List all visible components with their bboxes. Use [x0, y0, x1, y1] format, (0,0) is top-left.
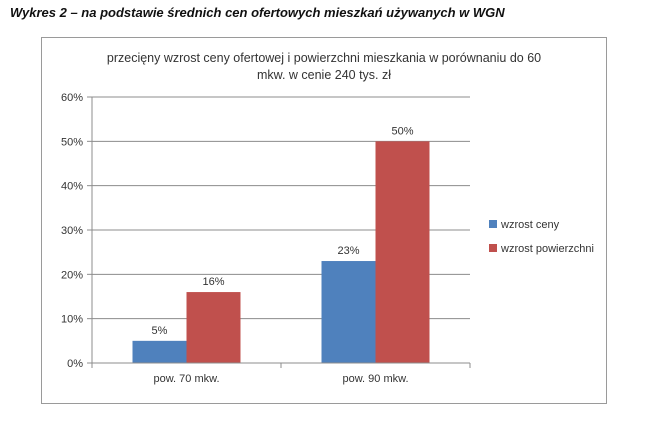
x-tick-label: pow. 90 mkw.: [342, 373, 408, 385]
legend-label: wzrost powierzchni: [500, 243, 594, 255]
bar-chart: przecięny wzrost ceny ofertowej i powier…: [61, 51, 594, 385]
bar: [321, 261, 376, 363]
data-label: 50%: [391, 125, 413, 137]
y-tick-label: 30%: [61, 225, 83, 237]
data-label: 5%: [152, 325, 168, 337]
y-axis-tick-labels: 0% 10% 20% 30% 40% 50% 60%: [61, 92, 83, 370]
bar: [375, 141, 430, 363]
chart-title-line-1: przecięny wzrost ceny ofertowej i powier…: [107, 51, 541, 65]
y-tick-label: 50%: [61, 136, 83, 148]
y-tick-label: 40%: [61, 181, 83, 193]
chart-title: przecięny wzrost ceny ofertowej i powier…: [107, 51, 541, 82]
bars: [132, 141, 430, 363]
axes: [87, 96, 471, 368]
data-labels: 5% 16% 23% 50%: [152, 125, 414, 337]
bar: [132, 340, 187, 363]
chart-title-line-2: mkw. w cenie 240 tys. zł: [257, 68, 391, 82]
legend-swatch: [489, 244, 497, 252]
chart-frame: przecięny wzrost ceny ofertowej i powier…: [41, 37, 607, 404]
data-label: 23%: [337, 245, 359, 257]
legend-swatch: [489, 220, 497, 228]
x-axis-tick-labels: pow. 70 mkw. pow. 90 mkw.: [153, 373, 408, 385]
y-tick-label: 20%: [61, 269, 83, 281]
y-tick-label: 60%: [61, 92, 83, 104]
x-tick-label: pow. 70 mkw.: [153, 373, 219, 385]
figure-caption: Wykres 2 – na podstawie średnich cen ofe…: [10, 5, 505, 20]
legend: wzrost ceny wzrost powierzchni: [489, 219, 594, 255]
legend-label: wzrost ceny: [500, 219, 560, 231]
y-tick-label: 0%: [67, 358, 83, 370]
y-tick-label: 10%: [61, 314, 83, 326]
bar: [186, 292, 241, 363]
data-label: 16%: [202, 276, 224, 288]
